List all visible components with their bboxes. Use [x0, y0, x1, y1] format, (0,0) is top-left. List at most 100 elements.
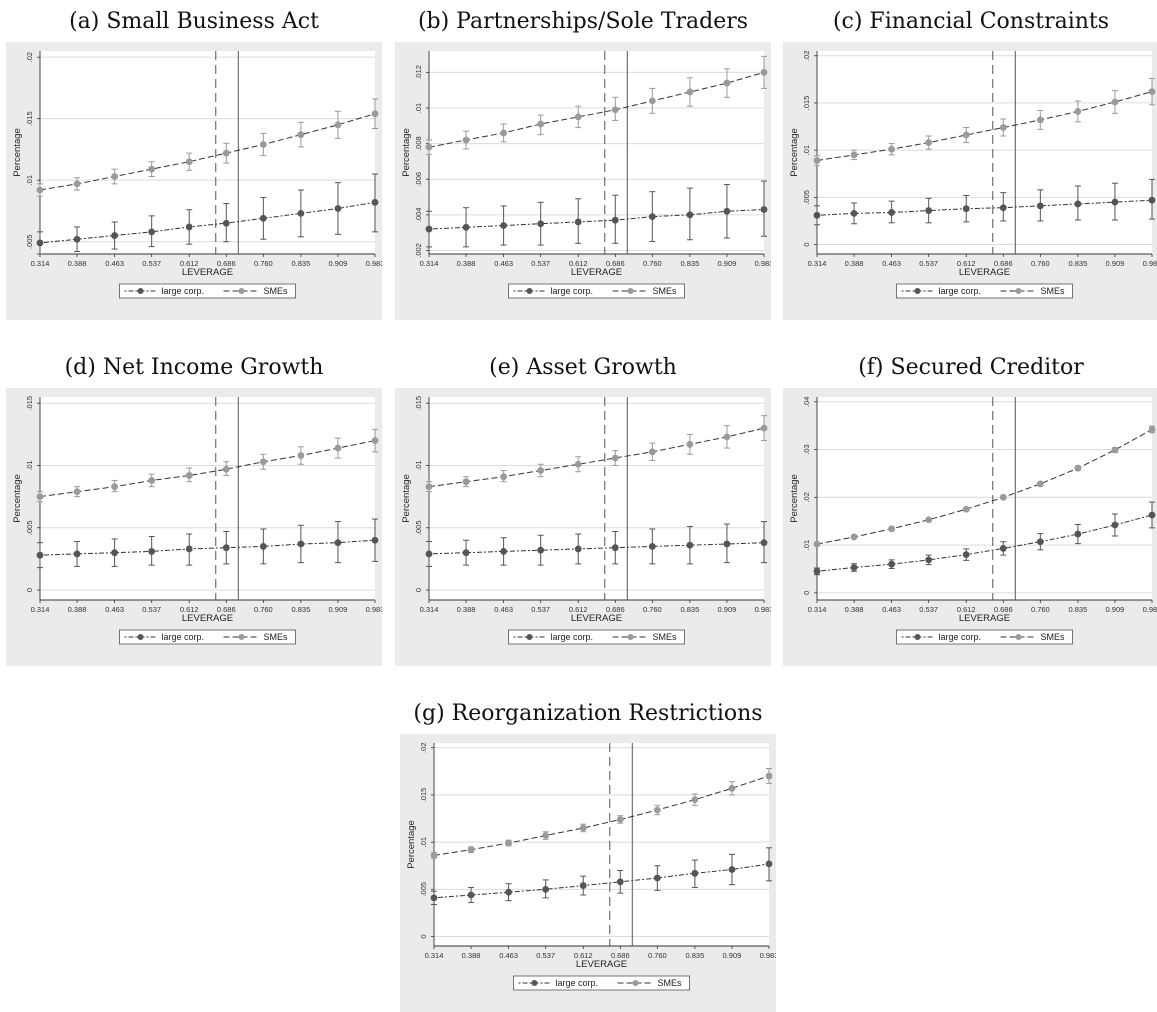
smes-point [691, 796, 699, 804]
smes-point [425, 143, 433, 151]
x-tick-label: 0.463 [494, 259, 513, 268]
large-corp-point [430, 894, 438, 902]
chart-title: (f) Secured Creditor [858, 355, 1084, 380]
x-tick-label: 0.760 [254, 605, 273, 614]
legend-large-corp-label: large corp. [556, 978, 599, 988]
chart-title: (e) Asset Growth [489, 355, 677, 380]
legend-large-corp-marker [137, 288, 144, 294]
x-tick-label: 0.388 [845, 605, 864, 614]
large-corp-point [148, 228, 156, 236]
large-corp-point [723, 540, 731, 548]
large-corp-point [760, 206, 768, 213]
smes-point [728, 784, 736, 792]
chart-svg: .005 .01 .015 .02 0.314 0.388 0.463 0.537 0.612 0… [12, 51, 382, 299]
plot-area: 0 .005 .01 .015 .02 0.314 0.388 0.463 0.537 0.612… [783, 42, 1157, 320]
legend-box [896, 283, 1073, 299]
x-tick-label: 0.835 [1068, 259, 1087, 268]
x-tick-label: 0.537 [142, 605, 161, 614]
large-corp-point [462, 223, 470, 231]
y-tick-label: .01 [419, 837, 428, 847]
large-corp-point [574, 545, 582, 553]
x-tick-label: 0.537 [536, 951, 555, 960]
legend-large-corp-marker [531, 980, 538, 986]
chart-title: (c) Financial Constraints [832, 9, 1110, 34]
chart-svg: 0 .01 .02 .03 .04 0.314 0.388 0.463 0.537 0.612 0.… [789, 397, 1157, 645]
plot-region [429, 51, 764, 254]
x-tick-label: 0.835 [685, 951, 704, 960]
x-tick-label: 0.760 [643, 259, 662, 268]
y-tick-label: .04 [802, 397, 811, 407]
y-tick-label: .008 [414, 136, 423, 151]
smes-point [371, 437, 379, 444]
x-axis-title: LEVERAGE [182, 267, 233, 278]
plot-area: .005 .01 .015 .02 0.314 0.388 0.463 0.537 0.612 0… [6, 42, 382, 320]
large-corp-point [579, 882, 587, 889]
x-tick-label: 0.909 [718, 605, 737, 614]
plot-region [429, 397, 764, 600]
smes-point [334, 121, 342, 129]
large-corp-point [334, 205, 342, 212]
x-tick-label: 0.388 [457, 605, 476, 614]
x-tick-label: 0.983 [1143, 605, 1157, 614]
y-tick-label: 0 [802, 591, 811, 595]
smes-point [648, 448, 656, 456]
x-tick-label: 0.909 [329, 259, 348, 268]
smes-point [334, 444, 342, 452]
y-tick-label: .015 [419, 788, 428, 803]
smes-point [765, 772, 773, 780]
x-tick-label: 0.314 [31, 259, 50, 268]
smes-point [1036, 116, 1044, 124]
x-tick-label: 0.612 [957, 259, 976, 268]
x-tick-label: 0.686 [217, 605, 236, 614]
smes-point [36, 493, 44, 501]
large-corp-point [728, 866, 736, 873]
large-corp-point [999, 204, 1007, 212]
smes-point [462, 478, 470, 486]
large-corp-point [611, 216, 619, 224]
smes-point [1148, 426, 1156, 433]
smes-point [686, 88, 694, 96]
smes-point [297, 452, 305, 459]
x-tick-label: 0.983 [760, 951, 776, 960]
legend-box [119, 283, 296, 299]
legend-smes-marker [238, 634, 245, 640]
large-corp-point [259, 214, 267, 222]
y-tick-label: .012 [414, 65, 423, 80]
plot-region [40, 397, 375, 600]
legend: large corp. SMEs [896, 629, 1073, 645]
x-tick-label: 0.760 [643, 605, 662, 614]
smes-point [999, 493, 1007, 501]
x-tick-label: 0.686 [606, 259, 625, 268]
y-tick-label: .005 [419, 882, 428, 897]
large-corp-point [36, 239, 44, 247]
x-tick-label: 0.463 [882, 605, 901, 614]
large-corp-point [542, 885, 550, 893]
smes-point [222, 149, 230, 157]
x-tick-label: 0.686 [217, 259, 236, 268]
smes-point [611, 106, 619, 114]
smes-point [850, 151, 858, 159]
y-tick-label: .01 [802, 540, 811, 550]
x-tick-label: 0.983 [366, 605, 382, 614]
legend-smes-marker [1015, 288, 1022, 294]
large-corp-point [222, 544, 230, 552]
legend-large-corp-marker [526, 288, 533, 294]
legend-large-corp-label: large corp. [162, 632, 205, 642]
x-tick-label: 0.835 [291, 259, 310, 268]
large-corp-point [1111, 198, 1119, 206]
y-tick-label: .004 [414, 208, 423, 223]
smes-point [1074, 464, 1082, 472]
large-corp-point [1074, 200, 1082, 208]
chart-panel-e: (e) Asset Growth 0.005.01.015 0.314 0.388 0… [395, 348, 771, 666]
y-axis-title: Percentage [12, 474, 23, 523]
large-corp-point [1074, 530, 1082, 538]
smes-point [999, 124, 1007, 131]
smes-point [723, 79, 731, 87]
chart-title: (d) Net Income Growth [64, 355, 324, 380]
legend-box [896, 629, 1073, 645]
large-corp-point [888, 560, 896, 568]
x-tick-label: 0.983 [366, 259, 382, 268]
x-axis-title: LEVERAGE [182, 613, 233, 624]
large-corp-point [962, 205, 970, 213]
x-tick-label: 0.612 [180, 259, 199, 268]
